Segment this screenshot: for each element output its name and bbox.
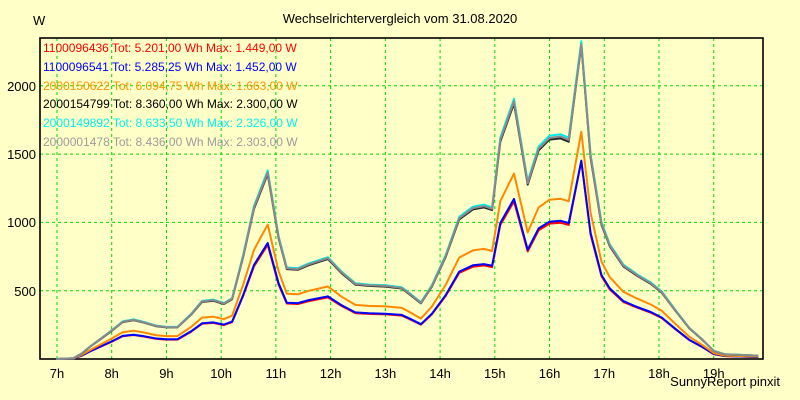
x-tick-label: 15h — [483, 366, 506, 381]
plot-frame — [39, 37, 764, 360]
series-line-2000001478 — [56, 43, 759, 360]
x-tick-label: 10h — [210, 366, 232, 381]
x-tick-label: 11h — [265, 366, 287, 381]
footer-credit: SunnyReport pinxit — [670, 374, 780, 389]
legend-row: 1100096436 Tot: 5.201,00 Wh Max: 1.449,0… — [43, 41, 297, 55]
x-tick-label: 8h — [104, 366, 119, 381]
x-tick-label: 16h — [538, 366, 561, 381]
y-tick-label: 1000 — [7, 215, 36, 231]
legend-row: 2000149892 Tot: 8.633,50 Wh Max: 2.326,0… — [43, 116, 298, 131]
x-tick-label: 12h — [319, 366, 342, 381]
x-tick-label: 13h — [374, 366, 397, 381]
x-tick-label: 7h — [49, 366, 65, 381]
x-tick-label: 19h — [702, 366, 725, 381]
x-tick-label: 18h — [648, 366, 670, 381]
legend-row: 1100096541 Tot: 5.285,25 Wh Max: 1.452,0… — [43, 59, 297, 74]
y-tick-label: 2000 — [7, 78, 36, 94]
legend-row: 2000001478 Tot: 8.436,00 Wh Max: 2.303,0… — [43, 134, 298, 149]
series-line-1100096541 — [56, 159, 759, 360]
series-line-2000150622 — [56, 130, 759, 360]
chart-title: Wechselrichtervergleich vom 31.08.2020 — [282, 11, 518, 26]
x-tick-label: 17h — [593, 366, 616, 381]
x-tick-label: 9h — [159, 366, 174, 381]
y-tick-label: 1500 — [7, 147, 36, 163]
legend-row: 2000154799 Tot: 8.360,00 Wh Max: 2.300,0… — [43, 97, 298, 112]
legend: 1100096436 Tot: 5.201,00 Wh Max: 1.449,0… — [43, 39, 298, 152]
y-axis-unit-label: W — [33, 13, 46, 28]
series-line-1100096436 — [56, 160, 759, 360]
x-tick-label: 14h — [429, 366, 451, 381]
y-tick-label: 500 — [14, 283, 36, 299]
legend-row: 2000150622 Tot: 6.094,75 Wh Max: 1.663,0… — [43, 78, 298, 93]
